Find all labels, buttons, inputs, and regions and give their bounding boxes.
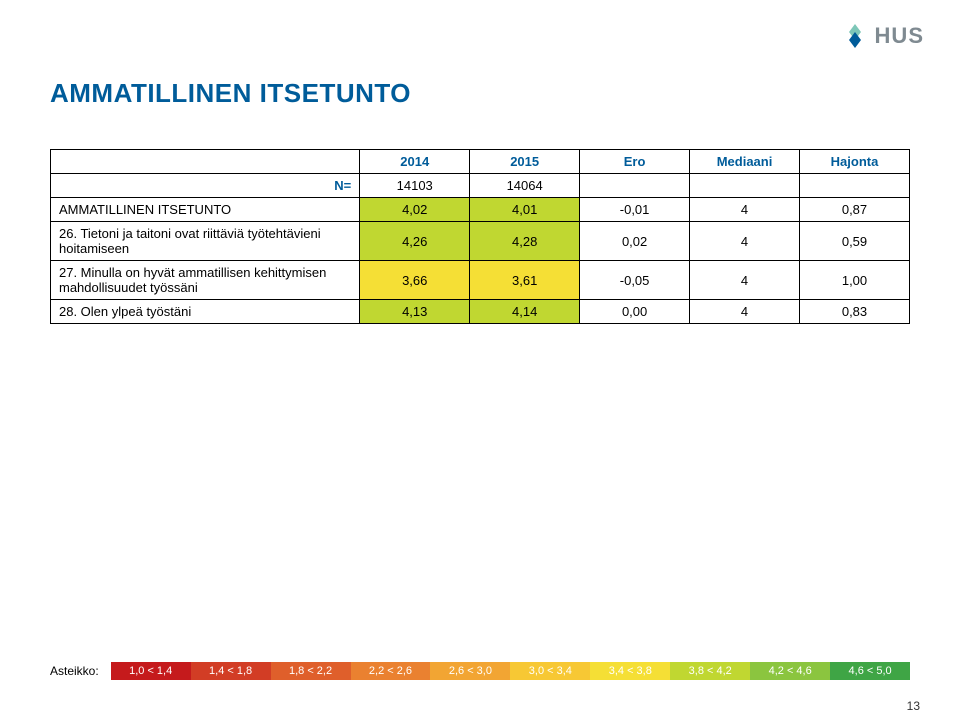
page-title: AMMATILLINEN ITSETUNTO [50, 78, 910, 109]
cell: 3,61 [470, 261, 580, 300]
header-col: Ero [580, 150, 690, 174]
row-label: 26. Tietoni ja taitoni ovat riittäviä ty… [51, 222, 360, 261]
cell: -0,05 [580, 261, 690, 300]
cell: 0,02 [580, 222, 690, 261]
page-number: 13 [907, 699, 920, 713]
scale-bar: 1,0 < 1,41,4 < 1,81,8 < 2,22,2 < 2,62,6 … [111, 662, 910, 680]
table-row: 28. Olen ylpeä työstäni4,134,140,0040,83 [51, 300, 910, 324]
header-blank [51, 150, 360, 174]
cell: 4,28 [470, 222, 580, 261]
header-col: 2015 [470, 150, 580, 174]
n-blank [800, 174, 910, 198]
scale-label: Asteikko: [50, 664, 99, 678]
scale-cell: 1,8 < 2,2 [271, 662, 351, 680]
header-col: 2014 [360, 150, 470, 174]
cell: 0,87 [800, 198, 910, 222]
table-row: 26. Tietoni ja taitoni ovat riittäviä ty… [51, 222, 910, 261]
cell: 4,01 [470, 198, 580, 222]
cell: 4 [690, 222, 800, 261]
table-row: AMMATILLINEN ITSETUNTO4,024,01-0,0140,87 [51, 198, 910, 222]
scale-cell: 2,2 < 2,6 [351, 662, 431, 680]
cell: 0,59 [800, 222, 910, 261]
cell: 0,00 [580, 300, 690, 324]
scale-cell: 1,4 < 1,8 [191, 662, 271, 680]
cell: -0,01 [580, 198, 690, 222]
scale-cell: 3,4 < 3,8 [590, 662, 670, 680]
cell: 4 [690, 198, 800, 222]
table-n-row: N= 14103 14064 [51, 174, 910, 198]
logo-text: HUS [875, 23, 924, 49]
scale-legend: Asteikko: 1,0 < 1,41,4 < 1,81,8 < 2,22,2… [50, 662, 910, 680]
row-label: 28. Olen ylpeä työstäni [51, 300, 360, 324]
n-blank [690, 174, 800, 198]
scale-cell: 2,6 < 3,0 [430, 662, 510, 680]
cell: 3,66 [360, 261, 470, 300]
logo-icon [841, 22, 869, 50]
n-value: 14103 [360, 174, 470, 198]
row-label: AMMATILLINEN ITSETUNTO [51, 198, 360, 222]
cell: 4 [690, 300, 800, 324]
scale-cell: 4,2 < 4,6 [750, 662, 830, 680]
scale-cell: 1,0 < 1,4 [111, 662, 191, 680]
header-col: Hajonta [800, 150, 910, 174]
scale-cell: 4,6 < 5,0 [830, 662, 910, 680]
n-value: 14064 [470, 174, 580, 198]
cell: 0,83 [800, 300, 910, 324]
cell: 4,26 [360, 222, 470, 261]
n-label: N= [51, 174, 360, 198]
cell: 4,13 [360, 300, 470, 324]
row-label: 27. Minulla on hyvät ammatillisen kehitt… [51, 261, 360, 300]
table-header-row: 2014 2015 Ero Mediaani Hajonta [51, 150, 910, 174]
n-blank [580, 174, 690, 198]
cell: 1,00 [800, 261, 910, 300]
table-row: 27. Minulla on hyvät ammatillisen kehitt… [51, 261, 910, 300]
header-col: Mediaani [690, 150, 800, 174]
cell: 4,14 [470, 300, 580, 324]
cell: 4,02 [360, 198, 470, 222]
data-table: 2014 2015 Ero Mediaani Hajonta N= 14103 … [50, 149, 910, 324]
cell: 4 [690, 261, 800, 300]
scale-cell: 3,8 < 4,2 [670, 662, 750, 680]
logo: HUS [841, 22, 924, 50]
scale-cell: 3,0 < 3,4 [510, 662, 590, 680]
